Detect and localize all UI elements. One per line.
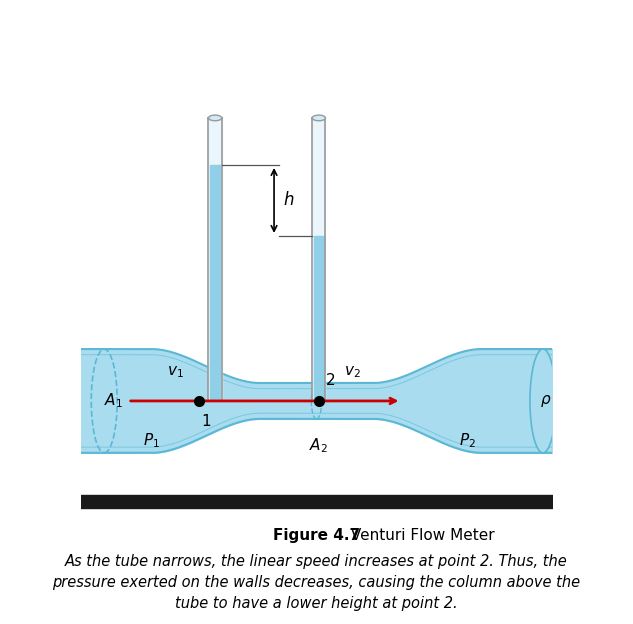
Ellipse shape bbox=[312, 115, 325, 121]
Text: $A_1$: $A_1$ bbox=[104, 392, 123, 411]
Text: Venturi Flow Meter: Venturi Flow Meter bbox=[346, 529, 494, 544]
Text: As the tube narrows, the linear speed increases at point 2. Thus, the
pressure e: As the tube narrows, the linear speed in… bbox=[53, 554, 580, 612]
Text: $P_1$: $P_1$ bbox=[143, 432, 160, 451]
Text: $A_2$: $A_2$ bbox=[310, 436, 329, 455]
Text: $h$: $h$ bbox=[282, 192, 294, 210]
Text: $v_2$: $v_2$ bbox=[344, 364, 360, 380]
Text: $v_1$: $v_1$ bbox=[166, 364, 184, 380]
Ellipse shape bbox=[208, 115, 222, 121]
Text: $P_2$: $P_2$ bbox=[459, 432, 476, 451]
Text: 1: 1 bbox=[201, 414, 211, 429]
Text: 2: 2 bbox=[326, 373, 335, 388]
Text: Figure 4.7: Figure 4.7 bbox=[273, 529, 360, 544]
Text: $\rho$: $\rho$ bbox=[539, 393, 551, 409]
Ellipse shape bbox=[530, 349, 556, 453]
